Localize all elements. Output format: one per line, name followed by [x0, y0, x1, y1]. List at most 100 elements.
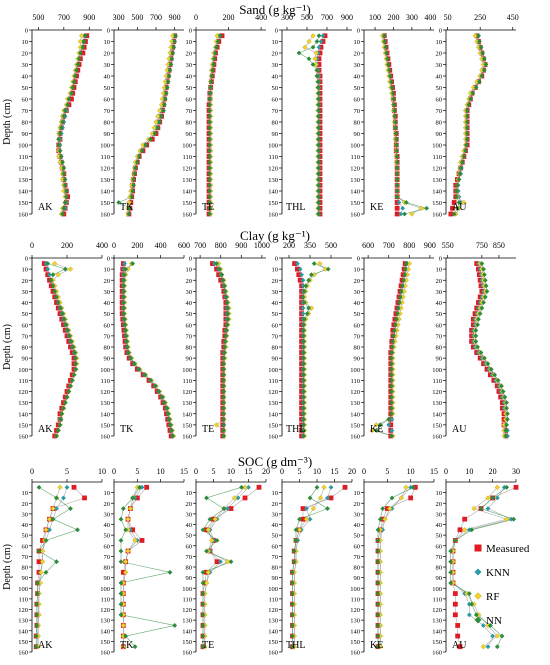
y-tick-label: 150 [350, 422, 360, 429]
nn-point [306, 56, 312, 62]
nn-point [156, 389, 162, 394]
y-tick-label: 140 [350, 628, 360, 635]
nn-point [476, 39, 482, 44]
rf-point [471, 505, 477, 512]
rf-series-line [123, 487, 138, 647]
x-tick-label: 200 [131, 241, 143, 250]
nn-point [375, 601, 381, 607]
nn-point [54, 559, 59, 565]
nn-point [461, 154, 467, 159]
nn-series-line [202, 487, 242, 647]
x-tick-label: 250 [474, 13, 486, 22]
y-tick-label: 70 [436, 108, 443, 115]
nn-point [483, 283, 489, 289]
nn-point [392, 108, 397, 113]
y-tick-label: 80 [354, 565, 361, 572]
y-tick-label: 130 [432, 177, 442, 184]
nn-point [384, 50, 389, 56]
nn-point [394, 148, 400, 154]
nn-point [389, 355, 394, 361]
y-tick-label: 80 [436, 120, 443, 127]
nn-point [207, 516, 213, 522]
measured-point [457, 527, 463, 533]
nn-point [293, 538, 299, 543]
y-tick-label: 140 [18, 411, 28, 418]
nn-point [303, 283, 309, 289]
nn-point [394, 136, 399, 142]
nn-point [159, 113, 164, 119]
nn-point [392, 113, 398, 119]
rf-point [373, 422, 380, 428]
y-tick-label: 40 [22, 522, 29, 529]
nn-point [387, 73, 393, 79]
y-tick-label: 140 [100, 189, 110, 196]
nn-point [316, 177, 321, 182]
legend-nn-marker [474, 616, 482, 624]
y-tick-label: 140 [18, 628, 28, 635]
nn-point [207, 182, 213, 188]
y-tick-label: 90 [272, 356, 279, 363]
panel-label: TK [120, 424, 134, 435]
nn-point [118, 548, 124, 554]
nn-point [34, 601, 40, 607]
x-tick-label: 200 [283, 241, 295, 250]
nn-point [475, 344, 480, 350]
nn-point [222, 283, 227, 289]
rf-point [369, 427, 375, 434]
panel-label: KE [370, 202, 383, 213]
x-tick-label: 0 [194, 467, 198, 476]
nn-point [389, 361, 394, 367]
knn-series-line [123, 487, 143, 647]
nn-point [81, 39, 87, 44]
y-tick-label: 30 [436, 289, 443, 296]
nn-point [293, 527, 299, 533]
nn-point [62, 266, 68, 272]
nn-point [207, 177, 213, 182]
nn-point [473, 333, 479, 339]
knn-point [45, 266, 51, 272]
knn-point [494, 495, 500, 501]
nn-point [68, 383, 73, 389]
nn-point [43, 569, 49, 575]
nn-point [316, 148, 321, 154]
y-tick-label: 50 [354, 533, 361, 540]
y-tick-label: 130 [182, 618, 192, 625]
nn-point [221, 433, 226, 439]
y-tick-label: 150 [268, 639, 278, 646]
nn-point [200, 612, 206, 618]
y-tick-label: 150 [100, 422, 110, 429]
rf-point [461, 199, 467, 206]
nn-point [217, 266, 223, 272]
nn-series-line [450, 487, 515, 647]
panel-label: AK [38, 424, 53, 435]
nn-point [207, 113, 213, 119]
measured-point [452, 601, 458, 607]
nn-point [306, 277, 311, 283]
rf-point [386, 505, 393, 512]
rf-point [57, 484, 63, 490]
nn-point [505, 416, 510, 422]
nn-point [126, 350, 131, 355]
nn-point [61, 113, 67, 119]
knn-point [398, 211, 404, 217]
y-tick-label: 120 [350, 389, 360, 396]
nn-point [476, 316, 481, 322]
y-tick-label: 20 [186, 51, 193, 58]
panel-ke: 600 700 800 900 0 10 20 30 40 50 60 70 80 90 100 110 120… [350, 241, 436, 441]
y-tick-label: 80 [22, 565, 29, 572]
nn-point [157, 119, 163, 125]
nn-point [221, 383, 226, 389]
y-tick-label: 0 [357, 28, 360, 35]
nn-point [375, 527, 381, 533]
panel-au: 550 750 850 0 10 20 30 40 50 60 70 80 90 100 110 120 130… [432, 241, 516, 441]
x-tick-label: 800 [403, 241, 415, 250]
y-tick-label: 150 [268, 422, 278, 429]
y-tick-label: 10 [186, 39, 193, 46]
nn-series-line [302, 263, 330, 436]
nn-point [139, 148, 145, 154]
y-tick-label: 120 [182, 607, 192, 614]
nn-point [207, 136, 213, 142]
y-tick-label: 0 [189, 256, 192, 263]
y-tick-label: 20 [272, 501, 279, 508]
nn-point [403, 261, 409, 266]
